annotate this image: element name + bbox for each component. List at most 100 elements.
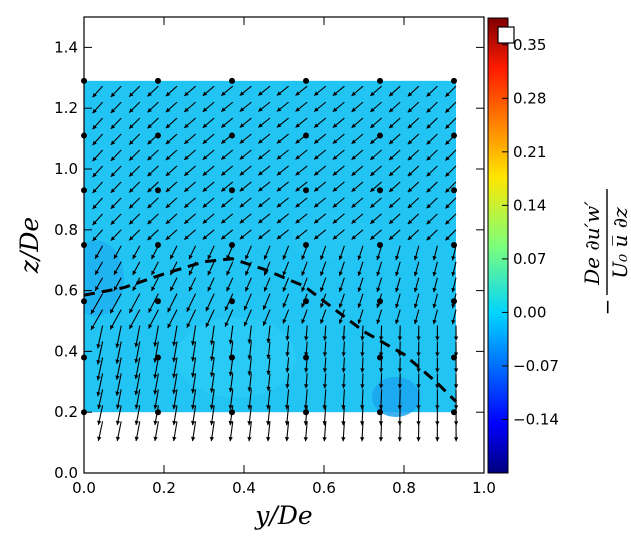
vector-arrow-head	[332, 203, 338, 208]
vector-arrow-head	[370, 171, 375, 176]
vector-arrow-head	[341, 352, 346, 357]
vector-arrow-head	[96, 359, 101, 365]
vector-arrow-head	[207, 254, 212, 260]
vector-arrow-head	[435, 352, 440, 357]
vector-arrow-head	[110, 92, 116, 97]
vector-arrow-head	[202, 139, 208, 144]
vector-arrow-head	[209, 340, 215, 345]
vector-arrow-head	[134, 436, 139, 441]
vector-arrow-head	[110, 220, 116, 225]
vector-arrow-head	[258, 91, 263, 96]
vector-arrow-head	[266, 436, 271, 442]
vector-arrow	[84, 118, 85, 119]
x-tick-label: 0.8	[392, 479, 416, 497]
vector-arrow-head	[416, 421, 421, 426]
vector-arrow-head	[266, 421, 271, 426]
vector-arrow-head	[74, 93, 78, 97]
vector-arrow-head	[338, 303, 343, 308]
vector-arrow-head	[153, 436, 158, 442]
vector-arrow-head	[92, 92, 97, 98]
vector-arrow-head	[221, 171, 226, 176]
y-tick-label: 0.4	[54, 342, 78, 360]
vector-arrow-head	[132, 286, 137, 291]
vector-arrow-head	[413, 271, 419, 277]
vector-arrow-head	[276, 155, 282, 160]
measurement-point	[377, 354, 383, 361]
vector-arrow-head	[276, 219, 282, 224]
vector-arrow-head	[341, 421, 346, 426]
vector-arrow-head	[134, 390, 139, 396]
vector-arrow-head	[258, 155, 263, 160]
vector-arrow-head	[147, 124, 152, 129]
vector-arrow-head	[357, 287, 362, 292]
vector-arrow-head	[129, 156, 134, 161]
vector-arrow-head	[266, 386, 271, 391]
measurement-point	[229, 187, 235, 194]
vector-arrow-head	[184, 235, 189, 240]
vector-arrow-head	[78, 405, 82, 409]
vector-arrow-head	[351, 219, 357, 224]
vector-arrow-head	[322, 421, 327, 426]
vector-arrow-head	[147, 108, 152, 113]
vector-arrow-head	[243, 305, 248, 311]
vector-arrow-head	[209, 404, 215, 410]
vector-arrow-head	[395, 303, 400, 309]
vector-arrow-head	[445, 220, 450, 225]
vector-arrow-head	[239, 235, 245, 240]
vector-arrow-head	[445, 204, 450, 209]
vector-arrow-head	[416, 384, 421, 389]
vector-arrow-head	[413, 303, 419, 309]
vector-arrow-head	[129, 188, 134, 193]
vector-arrow-head	[282, 303, 287, 308]
y-tick-label: 1.2	[54, 99, 78, 117]
measurement-point	[451, 409, 457, 416]
vector-arrow-head	[92, 220, 97, 225]
vector-arrow-head	[129, 324, 134, 330]
measurement-point	[155, 409, 161, 416]
vector-arrow-head	[389, 123, 394, 129]
vector-arrow-head	[115, 391, 120, 396]
vector-arrow-head	[276, 203, 282, 208]
vector-arrow-head	[389, 91, 394, 97]
vector-arrow-head	[92, 140, 97, 146]
vector-arrow-head	[165, 91, 171, 97]
vector-arrow-head	[445, 235, 450, 241]
vector-arrow-head	[172, 357, 177, 362]
vector-arrow-head	[110, 140, 116, 145]
vector-arrow-head	[453, 352, 459, 357]
vector-arrow-head	[332, 235, 338, 240]
vector-arrow-head	[245, 254, 250, 260]
vector-arrow-head	[239, 203, 245, 208]
vector-arrow-head	[224, 306, 229, 311]
vector-arrow-head	[378, 336, 384, 341]
vector-arrow-head	[96, 375, 101, 381]
vector-arrow-head	[247, 387, 252, 392]
vector-arrow-head	[239, 155, 245, 160]
vector-arrow-head	[360, 336, 365, 341]
colorbar-tick-label: 0.14	[513, 196, 546, 214]
vector-arrow-head	[407, 92, 413, 97]
colorbar-label-prefix: −	[595, 299, 619, 316]
vector-arrow-head	[228, 436, 233, 442]
vector-arrow-head	[413, 319, 419, 325]
vector-arrow-head	[322, 437, 327, 442]
vector-arrow-head	[239, 107, 245, 112]
vector-arrow-head	[395, 287, 400, 293]
vector-arrow-head	[451, 255, 456, 261]
vector-arrow-head	[360, 384, 365, 389]
vector-arrow-head	[115, 436, 121, 441]
vector-arrow-head	[77, 361, 81, 365]
vector-arrow-head	[435, 405, 440, 410]
vector-arrow-head	[389, 219, 394, 224]
vector-arrow-head	[319, 303, 325, 308]
vector-arrow	[84, 325, 85, 329]
vector-arrow	[84, 389, 85, 392]
vector-arrow-head	[165, 219, 171, 224]
colorbar-tick-label: 0.07	[513, 250, 546, 268]
measurement-point	[377, 242, 383, 248]
vector-arrow-head	[370, 219, 375, 224]
vector-arrow-head	[165, 123, 171, 129]
plot-frame	[83, 16, 485, 474]
vector-arrow-head	[165, 107, 171, 113]
vector-arrow-head	[378, 352, 384, 357]
